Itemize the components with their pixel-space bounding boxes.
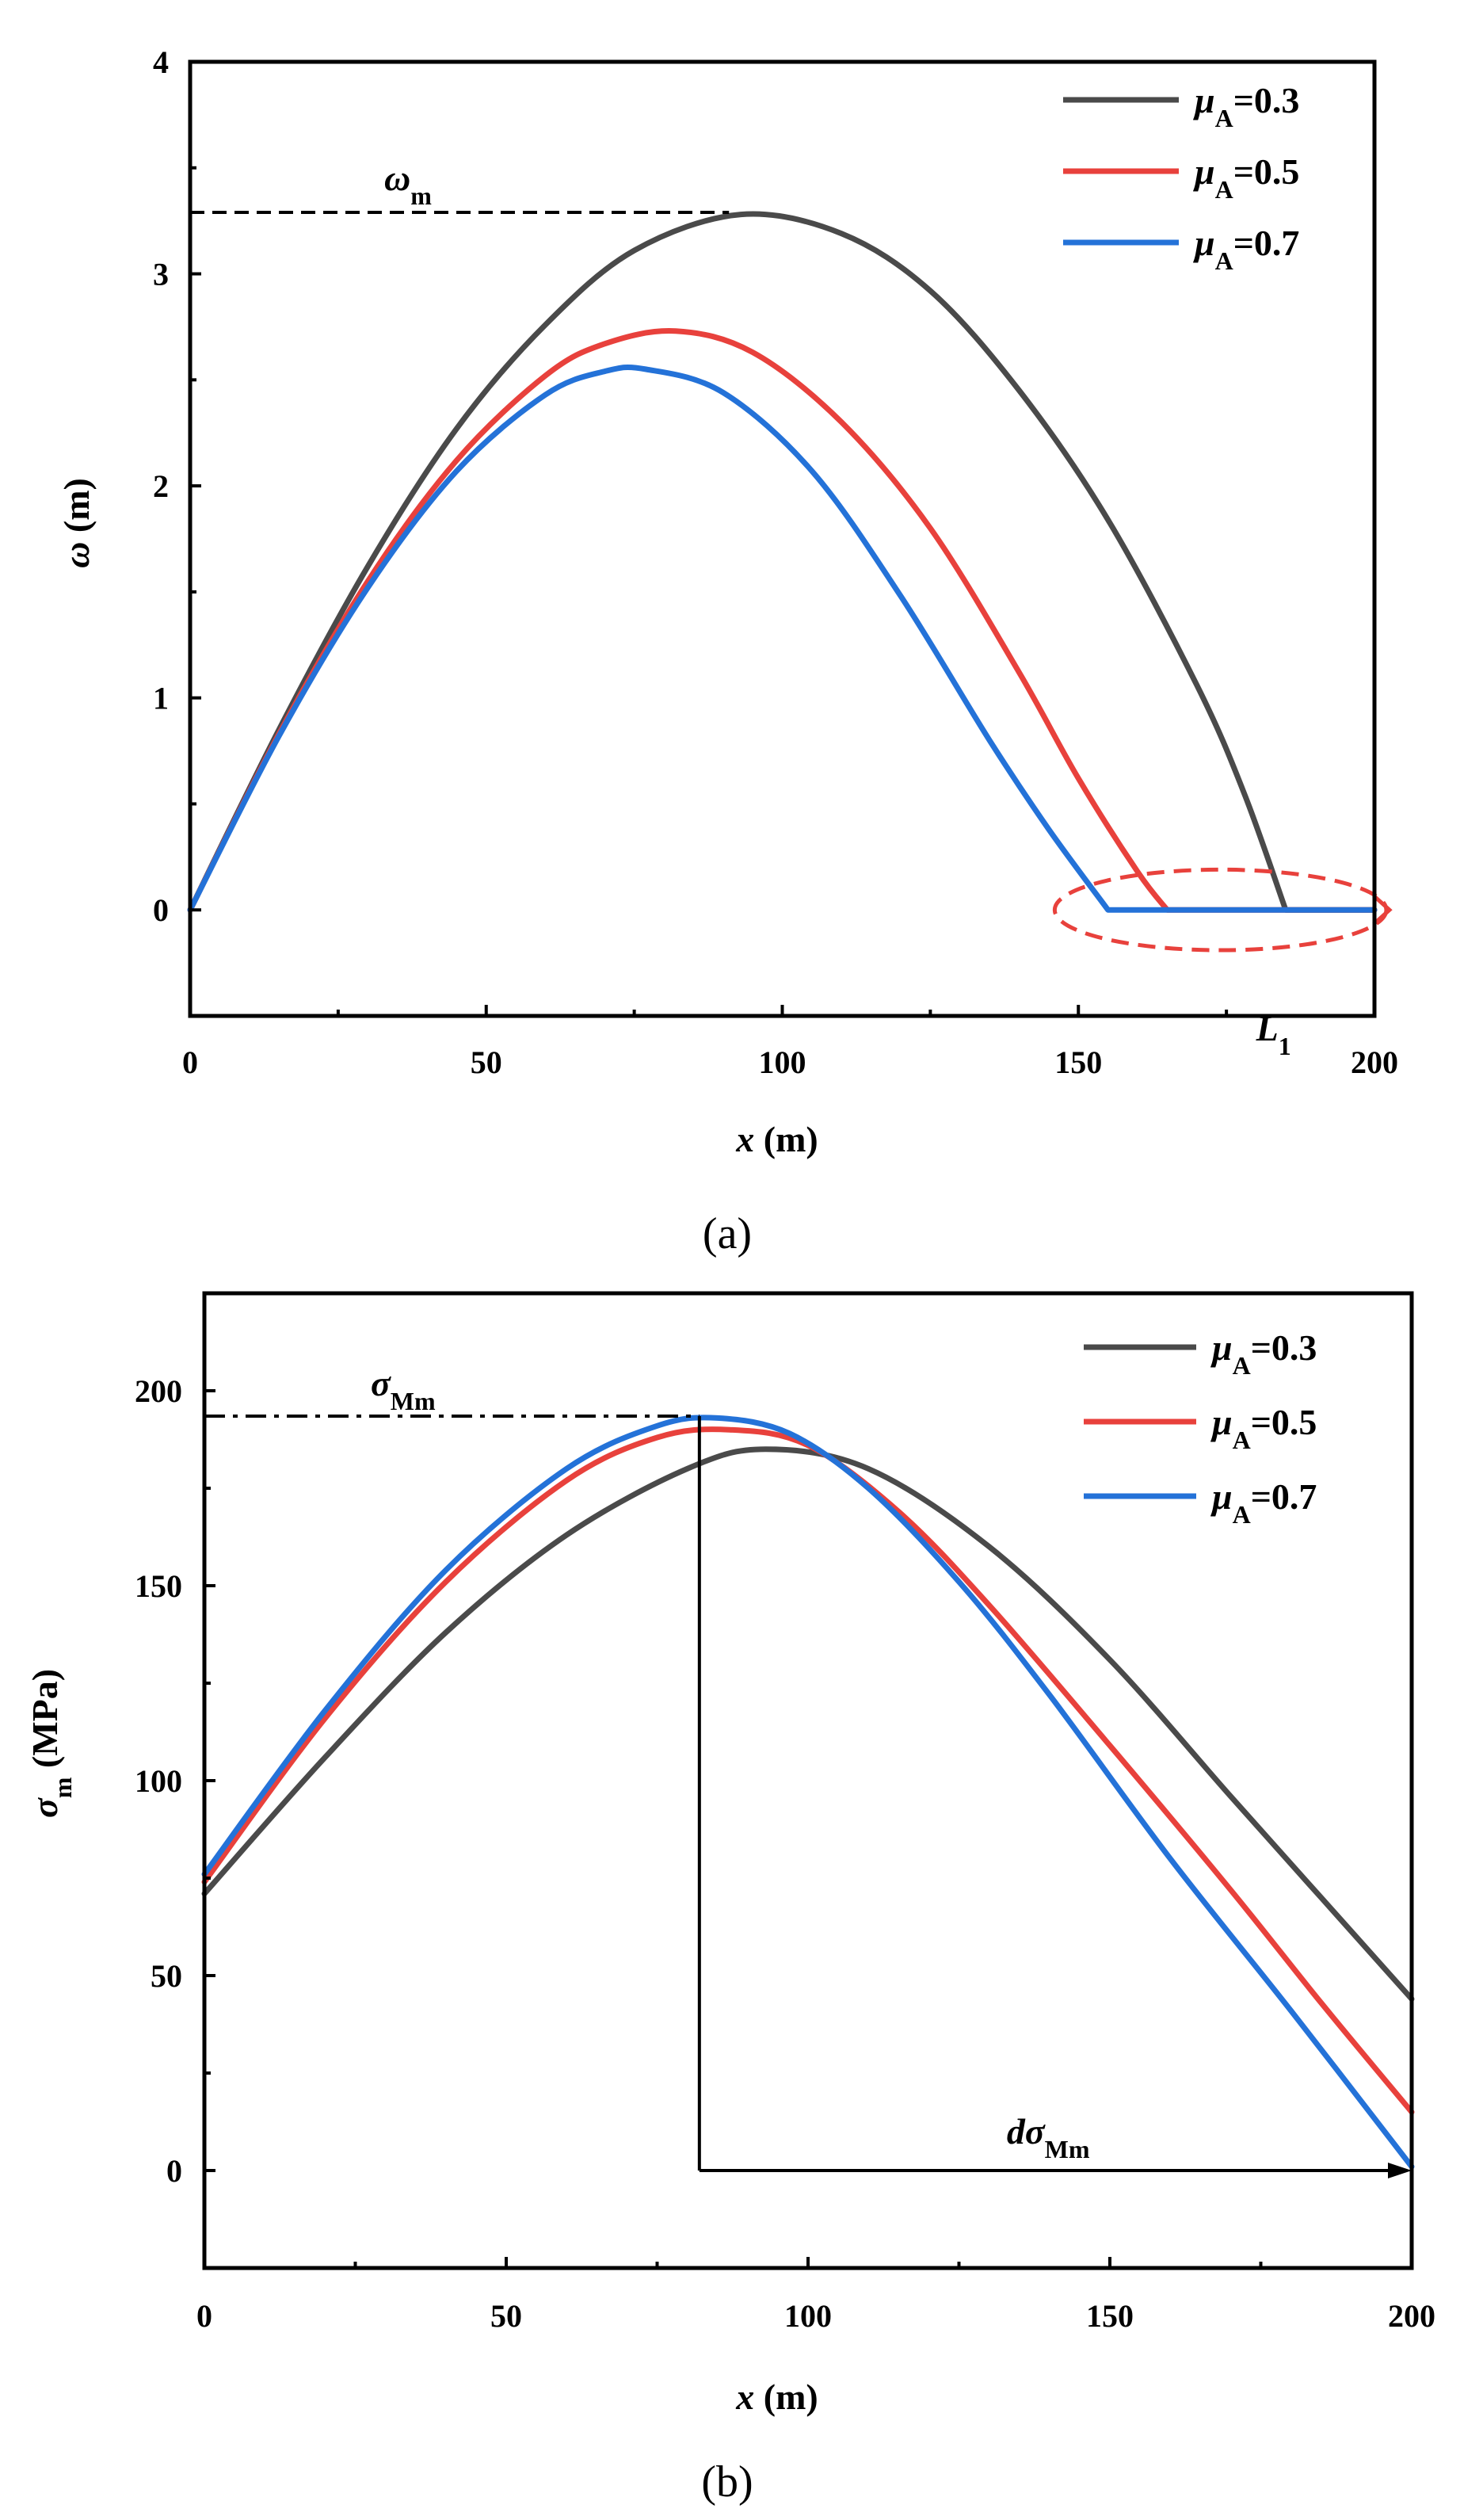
y-tick-label: 50: [151, 1958, 182, 1994]
x-axis-title: x (m): [735, 2377, 818, 2417]
y-tick-label: 2: [153, 468, 169, 504]
arrow-head: [1388, 2163, 1412, 2178]
x-tick-label: 0: [182, 1044, 198, 1080]
x-tick-label: 0: [196, 2298, 212, 2334]
plot-frame: [188, 59, 1377, 1018]
legend-label: μA=0.5: [1193, 151, 1299, 204]
x-tick-label: 150: [1086, 2298, 1134, 2334]
series-line-2: [187, 328, 1378, 913]
y-tick-label: 4: [153, 44, 169, 80]
series-line-1: [187, 211, 1378, 913]
y-tick-label: 0: [153, 892, 169, 928]
y-tick-label: 0: [166, 2153, 182, 2189]
x-tick-label: 200: [1388, 2298, 1435, 2334]
y-tick-label: 200: [135, 1373, 182, 1409]
y-tick-label: 150: [135, 1568, 182, 1604]
legend: μA=0.3 μA=0.5 μA=0.7: [1084, 1327, 1317, 1529]
annotation-label: ωm: [384, 158, 432, 210]
series-line-3: [187, 364, 1378, 913]
x-tick-label: 200: [1351, 1044, 1398, 1080]
legend-label: μA=0.3: [1193, 80, 1299, 132]
x-tick-label: 100: [759, 1044, 806, 1080]
series-line-3: [201, 1415, 1415, 2170]
y-axis-title: σm (MPa): [25, 1669, 77, 1818]
ellipse-arrow-head: [1372, 894, 1393, 926]
panel-label: (b): [701, 2457, 753, 2507]
y-axis-title: ω (m): [56, 478, 97, 568]
y-tick-label: 1: [153, 681, 169, 716]
legend: μA=0.3 μA=0.5 μA=0.7: [1063, 80, 1299, 275]
legend-label: μA=0.3: [1210, 1327, 1317, 1380]
x-tick-label: 50: [490, 2298, 522, 2334]
x-tick-label: 100: [784, 2298, 832, 2334]
y-tick-label: 100: [135, 1763, 182, 1799]
annotation-label: σMm: [371, 1363, 436, 1415]
series-line-2: [201, 1426, 1415, 2115]
series-line-1: [201, 1446, 1415, 2002]
chart-panel-b: σMm dσMm 0 50 100 150 200 0 50 100 150 200 x (m) σ…: [25, 1291, 1435, 2507]
legend-label: μA=0.5: [1210, 1402, 1317, 1454]
x-axis-title: x (m): [735, 1119, 818, 1159]
y-tick-label: 3: [153, 257, 169, 292]
panel-label: (a): [703, 1209, 752, 1258]
x-tick-label: 50: [471, 1044, 502, 1080]
x-tick-label: 150: [1054, 1044, 1102, 1080]
annotation-label: dσMm: [1007, 2111, 1090, 2163]
legend-label: μA=0.7: [1193, 223, 1299, 275]
legend-label: μA=0.7: [1210, 1476, 1317, 1529]
highlight-ellipse: [1052, 867, 1389, 953]
